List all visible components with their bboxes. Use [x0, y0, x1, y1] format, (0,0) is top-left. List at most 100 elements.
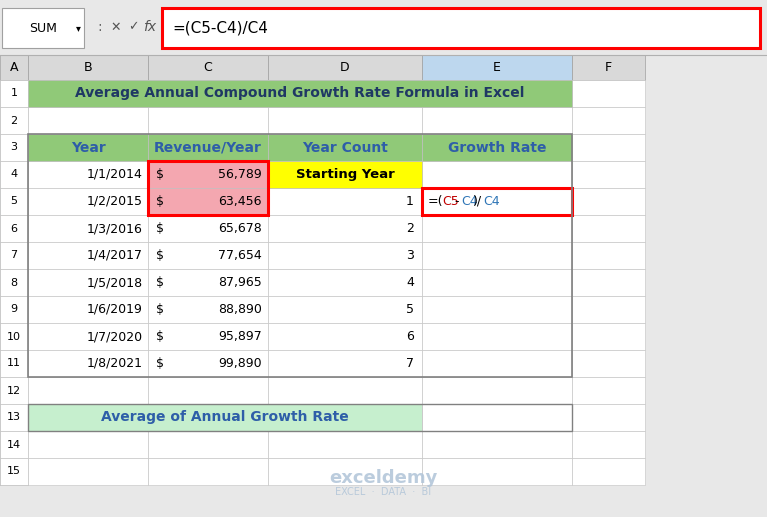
- Text: B: B: [84, 61, 92, 74]
- Bar: [572, 323, 645, 350]
- Bar: [0, 188, 28, 215]
- Bar: [28, 134, 148, 161]
- Text: 9: 9: [11, 305, 18, 314]
- Bar: [0, 242, 28, 269]
- Bar: [28, 161, 148, 188]
- Text: C4: C4: [461, 195, 478, 208]
- Text: Average of Annual Growth Rate: Average of Annual Growth Rate: [101, 410, 349, 424]
- Bar: [148, 350, 268, 377]
- Text: 56,789: 56,789: [219, 168, 262, 181]
- Bar: [422, 431, 572, 458]
- Text: 2: 2: [406, 222, 414, 235]
- Text: 14: 14: [7, 439, 21, 449]
- Bar: [0, 296, 28, 323]
- Bar: [0, 80, 28, 107]
- Bar: [572, 431, 645, 458]
- Bar: [422, 269, 572, 296]
- Text: ✓: ✓: [128, 21, 138, 34]
- Text: 13: 13: [7, 413, 21, 422]
- Bar: [0, 107, 28, 134]
- Bar: [422, 107, 572, 134]
- Bar: [0, 80, 28, 107]
- Bar: [268, 134, 422, 161]
- Bar: [0, 377, 28, 404]
- Bar: [422, 215, 572, 242]
- Bar: [268, 323, 422, 350]
- Bar: [0, 107, 28, 134]
- Bar: [422, 350, 572, 377]
- Bar: [572, 458, 645, 485]
- Text: 77,654: 77,654: [219, 249, 262, 262]
- Bar: [0, 269, 28, 296]
- Text: 5: 5: [406, 303, 414, 316]
- Bar: [422, 323, 572, 350]
- Bar: [0, 296, 28, 323]
- Text: $: $: [156, 303, 164, 316]
- Text: )/: )/: [473, 195, 482, 208]
- Bar: [268, 55, 422, 80]
- Bar: [0, 323, 28, 350]
- Text: 1/7/2020: 1/7/2020: [87, 330, 143, 343]
- Text: 1: 1: [406, 195, 414, 208]
- Bar: [148, 161, 268, 188]
- Text: Growth Rate: Growth Rate: [448, 141, 546, 155]
- Text: 1/3/2016: 1/3/2016: [87, 222, 143, 235]
- Text: ▾: ▾: [76, 23, 81, 33]
- Bar: [572, 134, 645, 161]
- Bar: [0, 458, 28, 485]
- Bar: [0, 431, 28, 458]
- Text: 6: 6: [11, 223, 18, 234]
- Bar: [0, 55, 28, 80]
- Bar: [28, 377, 148, 404]
- Bar: [0, 404, 28, 431]
- Bar: [28, 296, 148, 323]
- Text: fx: fx: [143, 20, 156, 34]
- Text: 12: 12: [7, 386, 21, 396]
- Bar: [268, 296, 422, 323]
- Text: $: $: [156, 222, 164, 235]
- Bar: [572, 107, 645, 134]
- Text: F: F: [605, 61, 612, 74]
- Bar: [268, 107, 422, 134]
- Bar: [28, 404, 148, 431]
- Text: 7: 7: [11, 251, 18, 261]
- Bar: [148, 458, 268, 485]
- Text: 4: 4: [406, 276, 414, 289]
- Bar: [28, 323, 148, 350]
- Text: 11: 11: [7, 358, 21, 369]
- Bar: [422, 134, 572, 161]
- Text: 1/2/2015: 1/2/2015: [87, 195, 143, 208]
- Text: 88,890: 88,890: [218, 303, 262, 316]
- Bar: [572, 377, 645, 404]
- Bar: [268, 161, 422, 188]
- Bar: [148, 404, 268, 431]
- Text: -: -: [454, 195, 459, 208]
- Text: 3: 3: [406, 249, 414, 262]
- Bar: [422, 188, 572, 215]
- Text: 1/6/2019: 1/6/2019: [87, 303, 143, 316]
- Text: 1/5/2018: 1/5/2018: [87, 276, 143, 289]
- Bar: [422, 296, 572, 323]
- Text: 8: 8: [11, 278, 18, 287]
- Bar: [268, 431, 422, 458]
- Text: $: $: [156, 276, 164, 289]
- Bar: [148, 377, 268, 404]
- Bar: [0, 404, 28, 431]
- Bar: [0, 431, 28, 458]
- Text: $: $: [156, 195, 164, 208]
- Text: 2: 2: [11, 115, 18, 126]
- Text: E: E: [493, 61, 501, 74]
- Text: 6: 6: [406, 330, 414, 343]
- Text: Starting Year: Starting Year: [295, 168, 394, 181]
- Text: EXCEL  ·  DATA  ·  BI: EXCEL · DATA · BI: [335, 487, 432, 497]
- Text: 95,897: 95,897: [219, 330, 262, 343]
- Text: 65,678: 65,678: [219, 222, 262, 235]
- Bar: [572, 80, 645, 107]
- Bar: [148, 242, 268, 269]
- Text: 3: 3: [11, 143, 18, 153]
- Text: Year Count: Year Count: [302, 141, 388, 155]
- Bar: [422, 404, 572, 431]
- Bar: [268, 161, 422, 188]
- Bar: [268, 215, 422, 242]
- Bar: [268, 269, 422, 296]
